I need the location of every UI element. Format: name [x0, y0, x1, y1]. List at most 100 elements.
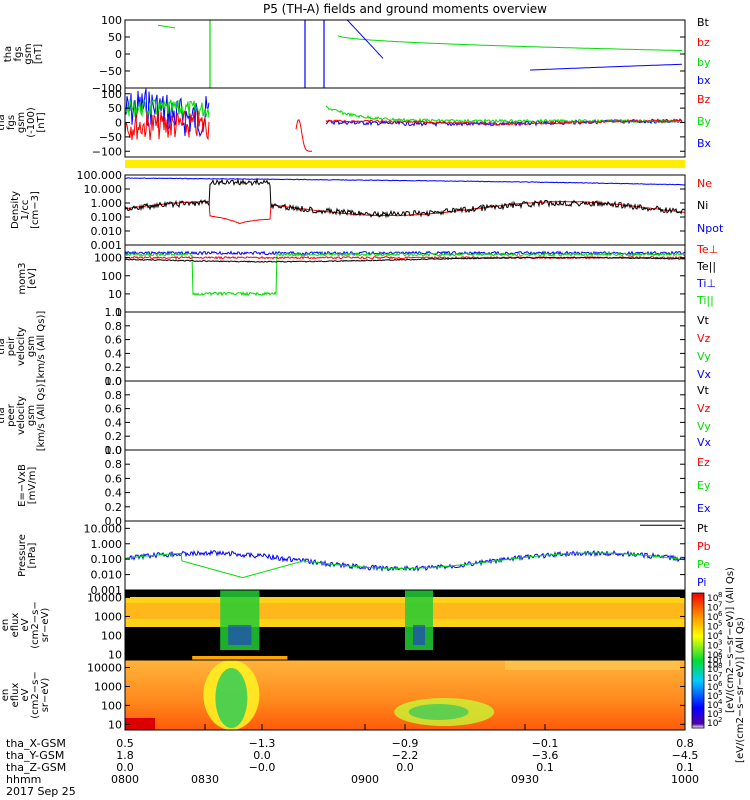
ytick-label: −50 — [99, 131, 122, 144]
xaxis-row-label: tha_Y-GSM — [6, 749, 64, 762]
legend-temperature-3: Ti|| — [696, 294, 714, 307]
ylabel-line: (-100) — [26, 107, 37, 138]
peir-heatmap-burst-low — [228, 625, 252, 645]
ytick-label: 10.000 — [84, 522, 123, 535]
colorbar-tick-label: 10 — [707, 692, 719, 702]
ylabel-line: [nT] — [36, 112, 47, 132]
xtick-label: 1.8 — [116, 749, 134, 762]
legend-efield-2: Ex — [697, 502, 711, 515]
xtick-label: 0930 — [511, 773, 539, 786]
ylabel-line: peir — [6, 336, 17, 356]
colorbar — [691, 592, 705, 729]
colorbar-tick-exp: 3 — [718, 639, 722, 647]
ytick-label: 0.100 — [91, 211, 123, 224]
series-by-line — [124, 98, 210, 118]
colorbar-label: [eV/(cm2−s−sr−eV)] (All Qs) — [725, 567, 736, 713]
peer-heatmap-upper — [505, 660, 680, 670]
legend-fgs-gsm-2: by — [697, 56, 711, 69]
series-by-line — [337, 35, 682, 51]
legend-peer-velocity-0: Vt — [697, 384, 710, 397]
ytick-label: 0.0 — [105, 444, 123, 457]
series-tipar-line — [124, 251, 686, 297]
ytick-label: 0.6 — [105, 403, 123, 416]
ytick-label: −100 — [92, 82, 122, 95]
legend-fgs-gsm-b-2: Bx — [697, 137, 712, 150]
ytick-label: 100 — [101, 699, 122, 712]
colorbar-tick-label: 10 — [707, 674, 719, 684]
ylabel-line: fgs — [13, 46, 24, 61]
ytick-label: 0.0 — [105, 375, 123, 388]
colorbar-tick-label: 10 — [707, 623, 719, 633]
colorbar-tick-exp: 5 — [718, 620, 722, 628]
legend-pressure-1: Pb — [697, 540, 711, 553]
colorbar-tick-label: 10 — [707, 632, 719, 642]
ylabel-line: [km/s (All Qs)] — [36, 311, 47, 383]
xtick-label: −0.1 — [532, 737, 559, 750]
panel-peir-eflux-ylabel: thapeirenefluxeV(cm2−s−sr−eV) — [0, 601, 51, 648]
legend-peer-velocity-2: Vy — [697, 420, 711, 433]
colorbar-tick-label: 10 — [707, 594, 719, 604]
ytick-label: 0.001 — [91, 584, 123, 597]
ytick-label: 0.2 — [105, 361, 123, 374]
legend-efield-0: Ez — [697, 456, 710, 469]
ytick-label: 10 — [108, 288, 122, 301]
panel-density-frame — [124, 174, 686, 246]
series-pe-line — [124, 552, 686, 578]
ylabel-line: (cm2−s− — [30, 601, 41, 648]
colorbar-tick-exp: 2 — [718, 648, 722, 656]
ytick-label: 10000 — [87, 662, 122, 675]
ylabel-line: sr−eV) — [40, 608, 51, 643]
ylabel-line: tha — [0, 407, 7, 423]
colorbar-tick-exp: 8 — [718, 662, 722, 670]
ylabel-line: peer — [0, 683, 1, 707]
panel-efield-ylabel: E=−VxB [mV/m] — [17, 464, 38, 507]
panel-density-ylabel: Density 1/cc [cm−3] — [10, 191, 41, 229]
ytick-label: 1.0 — [105, 444, 123, 457]
ylabel-line: [eV] — [27, 268, 38, 289]
ylabel-line: mom3 — [17, 263, 28, 295]
legend-peir-velocity-0: Vt — [697, 314, 710, 327]
xtick-label: 0.8 — [676, 737, 694, 750]
ylabel-line: [km/s (All Qs)] — [36, 380, 47, 452]
series-tiperp-line — [124, 250, 686, 256]
panel-peer-eflux-ylabel: thapeerenefluxeV(cm2−s−sr−eV) — [0, 671, 51, 718]
ylabel-line: velocity — [16, 396, 27, 435]
colorbar-tick-exp: 2 — [718, 716, 722, 724]
ytick-label: 1.0 — [105, 306, 123, 319]
ylabel-line: eV — [20, 688, 31, 701]
panel-fgs-gsm-b-ylabel: tha fgs gsm (-100) [nT] — [0, 107, 47, 138]
ylabel-line: gsm — [23, 43, 34, 64]
legend-temperature-1: Te|| — [696, 260, 716, 273]
ylabel-line: tha — [3, 46, 14, 62]
ytick-label: 100 — [101, 270, 122, 283]
peir-heatmap-burst-low — [413, 625, 425, 645]
colorbar-tick-exp: 1 — [718, 658, 722, 666]
ylabel-line: Pressure — [17, 534, 28, 577]
legend-density-2: Npot — [697, 222, 724, 235]
ylabel-line: gsm — [26, 405, 37, 426]
figure-title: P5 (TH-A) fields and ground moments over… — [263, 2, 547, 16]
peer-heatmap-blob-core — [215, 668, 248, 728]
colorbar-tick-label: 10 — [707, 701, 719, 711]
ylabel-line: Density — [10, 191, 21, 229]
series-ni-line — [124, 177, 685, 219]
legend-peir-velocity-2: Vy — [697, 350, 711, 363]
peir-heatmap-marker — [192, 656, 288, 660]
series-bx-line — [529, 63, 682, 71]
ytick-label: 0.4 — [105, 487, 123, 500]
colorbar-tick-label: 10 — [707, 604, 719, 614]
ylabel-line: gsm — [26, 336, 37, 357]
series-bz-line — [295, 119, 312, 152]
colorbar-tick-exp: 7 — [718, 601, 722, 609]
xtick-label: 0.0 — [396, 761, 414, 774]
xtick-label: 1000 — [671, 773, 699, 786]
series-teperp-line — [124, 255, 686, 260]
ytick-label: 1.000 — [91, 197, 123, 210]
xtick-label: −4.5 — [672, 749, 699, 762]
panel-pressure-frame — [124, 520, 686, 591]
ylabel-line: [nPa] — [27, 542, 38, 568]
ylabel-line: en — [0, 619, 11, 632]
ylabel-line: eflux — [10, 683, 21, 708]
ytick-label: 1000 — [94, 252, 122, 265]
ytick-label: 100.000 — [77, 169, 123, 182]
